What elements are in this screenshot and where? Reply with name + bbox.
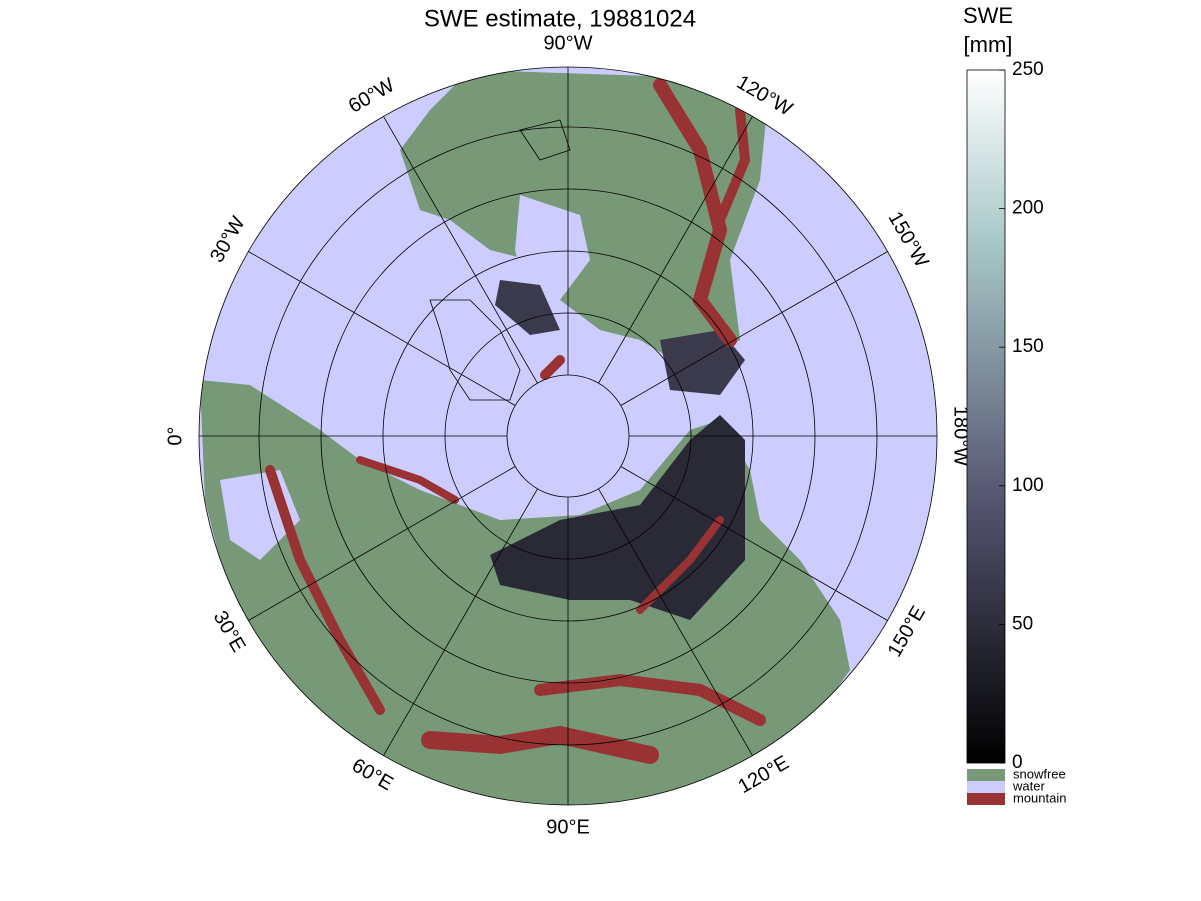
meridian: [620, 251, 888, 406]
longitude-label: 180°W: [950, 406, 972, 466]
legend-swatch: [967, 793, 1005, 805]
longitude-label: 60°E: [348, 754, 397, 795]
meridian: [598, 488, 753, 756]
colorbar-tick-label: 100: [1012, 475, 1044, 496]
meridian: [383, 116, 538, 384]
colorbar-tick-label: 150: [1012, 336, 1044, 357]
longitude-label: 60°W: [345, 74, 399, 118]
hudson-bay: [515, 195, 590, 300]
colorbar-tick-label: 50: [1012, 613, 1033, 634]
snow-cover-north: [495, 280, 745, 395]
map: [199, 67, 937, 805]
meridians: [199, 67, 937, 805]
land-north-america: [400, 70, 770, 370]
longitude-label: 90°W: [543, 32, 592, 54]
meridian: [383, 488, 538, 756]
longitude-label: 0°: [164, 426, 186, 445]
meridian: [248, 251, 516, 406]
coastline: [429, 119, 571, 401]
colorbar-tick-label: 0: [1012, 752, 1023, 773]
colorbar: SWE [mm] 0 50 100 150 200 250 snowfreewatermou…: [963, 3, 1067, 806]
colorbar-tick-label: 250: [1012, 59, 1044, 80]
longitude-label: 30°E: [209, 607, 250, 656]
meridian: [598, 116, 753, 384]
longitude-label: 90°E: [546, 816, 590, 838]
legend-label: water: [1012, 778, 1045, 793]
legend-label: mountain: [1013, 790, 1066, 805]
legend-swatch: [967, 781, 1005, 793]
colorbar-gradient: [966, 69, 1006, 764]
mountains: [265, 78, 766, 764]
colorbar-label: SWE: [963, 3, 1013, 28]
map-title: SWE estimate, 19881024: [424, 5, 696, 32]
meridian: [248, 466, 516, 621]
meridian: [620, 466, 888, 621]
longitude-label: 30°W: [206, 213, 250, 267]
legend-swatch: [967, 769, 1005, 781]
colorbar-label: [mm]: [964, 32, 1013, 57]
legend-label: snowfree: [1013, 766, 1066, 781]
colorbar-tick-label: 200: [1012, 198, 1044, 219]
